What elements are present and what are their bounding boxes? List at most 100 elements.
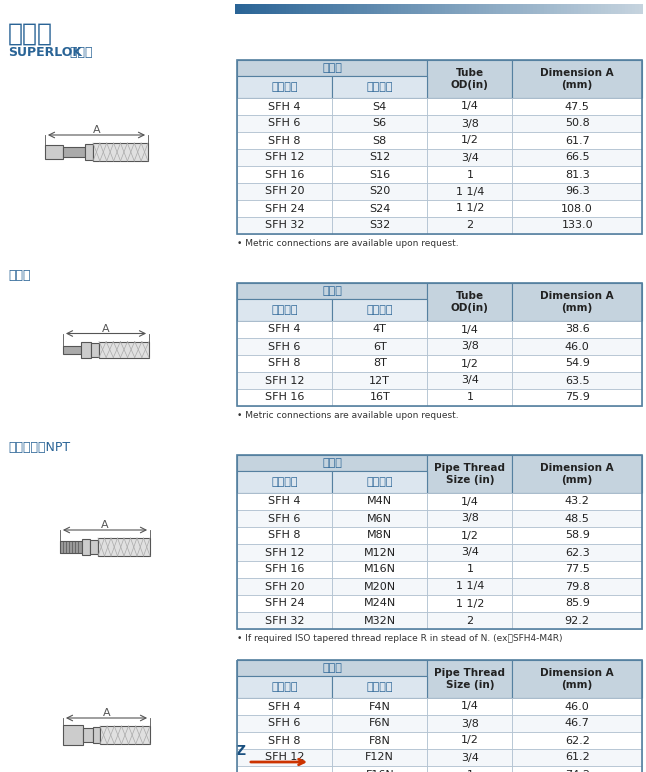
Text: SFH 8: SFH 8 bbox=[268, 530, 301, 540]
Bar bbox=[381, 4, 385, 14]
Bar bbox=[512, 338, 642, 355]
Bar bbox=[415, 4, 419, 14]
Bar bbox=[83, 728, 93, 742]
Text: 61.7: 61.7 bbox=[565, 136, 590, 145]
Bar bbox=[252, 4, 256, 14]
Bar bbox=[512, 455, 642, 493]
Bar bbox=[445, 4, 449, 14]
Bar bbox=[320, 4, 324, 14]
Bar bbox=[237, 732, 332, 749]
Bar bbox=[615, 4, 619, 14]
Text: 8T: 8T bbox=[373, 358, 387, 368]
Bar bbox=[333, 4, 337, 14]
Bar bbox=[237, 612, 332, 629]
Bar bbox=[60, 541, 82, 553]
Bar bbox=[100, 726, 150, 744]
Bar bbox=[332, 561, 428, 578]
Text: 4T: 4T bbox=[373, 324, 387, 334]
Text: • If required ISO tapered thread replace R in stead of N. (ex：SFH4-M4R): • If required ISO tapered thread replace… bbox=[237, 634, 563, 643]
Bar bbox=[608, 4, 612, 14]
Bar bbox=[428, 4, 432, 14]
Bar bbox=[466, 4, 470, 14]
Bar bbox=[428, 389, 512, 406]
Bar bbox=[428, 595, 512, 612]
Text: A: A bbox=[103, 708, 110, 718]
Bar bbox=[567, 4, 571, 14]
Bar bbox=[486, 4, 490, 14]
Bar bbox=[512, 749, 642, 766]
Bar bbox=[442, 4, 446, 14]
Bar bbox=[472, 4, 476, 14]
Bar bbox=[332, 98, 428, 115]
Text: 接口方式: 接口方式 bbox=[366, 682, 393, 692]
Bar bbox=[332, 732, 428, 749]
Bar bbox=[479, 4, 483, 14]
Bar bbox=[242, 4, 245, 14]
Bar bbox=[625, 4, 629, 14]
Bar bbox=[327, 4, 331, 14]
Bar bbox=[237, 455, 642, 629]
Bar bbox=[237, 676, 332, 698]
Text: 6T: 6T bbox=[373, 341, 387, 351]
Bar bbox=[550, 4, 554, 14]
Text: 1/4: 1/4 bbox=[461, 702, 479, 712]
Bar bbox=[512, 732, 642, 749]
Text: M12N: M12N bbox=[364, 547, 396, 557]
Text: 接口方式: 接口方式 bbox=[366, 477, 393, 487]
Bar bbox=[455, 4, 459, 14]
Bar bbox=[428, 715, 512, 732]
Text: 43.2: 43.2 bbox=[565, 496, 590, 506]
Bar bbox=[432, 4, 435, 14]
Bar bbox=[517, 4, 521, 14]
Text: 1/4: 1/4 bbox=[461, 496, 479, 506]
Bar bbox=[249, 4, 253, 14]
Text: M4N: M4N bbox=[367, 496, 392, 506]
Bar bbox=[237, 372, 332, 389]
Bar bbox=[585, 4, 589, 14]
Text: SFH 6: SFH 6 bbox=[268, 341, 301, 351]
Bar bbox=[237, 561, 332, 578]
Bar bbox=[618, 4, 622, 14]
Bar bbox=[428, 166, 512, 183]
Bar bbox=[512, 217, 642, 234]
Bar bbox=[317, 4, 320, 14]
Bar bbox=[612, 4, 616, 14]
Bar bbox=[428, 660, 512, 698]
Text: 3/4: 3/4 bbox=[461, 753, 479, 763]
Bar bbox=[237, 389, 332, 406]
Text: SFH 8: SFH 8 bbox=[268, 736, 301, 746]
Bar bbox=[428, 612, 512, 629]
Text: Dimension A
(mm): Dimension A (mm) bbox=[541, 291, 614, 313]
Text: 38.6: 38.6 bbox=[565, 324, 590, 334]
Bar bbox=[578, 4, 581, 14]
Bar bbox=[282, 4, 286, 14]
Bar bbox=[540, 4, 544, 14]
Text: 订单号: 订单号 bbox=[322, 458, 342, 468]
Text: SFH 6: SFH 6 bbox=[268, 719, 301, 729]
Text: SFH 6: SFH 6 bbox=[268, 118, 301, 128]
Bar bbox=[496, 4, 500, 14]
Text: 1 1/4: 1 1/4 bbox=[455, 581, 484, 591]
Text: 软管系列: 软管系列 bbox=[271, 82, 298, 92]
Bar bbox=[360, 4, 364, 14]
Bar bbox=[512, 698, 642, 715]
Bar bbox=[332, 389, 428, 406]
Bar bbox=[93, 143, 148, 161]
Bar bbox=[506, 4, 510, 14]
Text: SFH 4: SFH 4 bbox=[268, 496, 301, 506]
Text: SFH 12: SFH 12 bbox=[265, 547, 304, 557]
Bar bbox=[428, 749, 512, 766]
Bar bbox=[512, 115, 642, 132]
Bar bbox=[237, 595, 332, 612]
Bar bbox=[571, 4, 575, 14]
Bar bbox=[588, 4, 592, 14]
Bar bbox=[512, 372, 642, 389]
Bar bbox=[374, 4, 378, 14]
Bar bbox=[512, 561, 642, 578]
Bar bbox=[259, 4, 263, 14]
Text: 92.2: 92.2 bbox=[565, 615, 590, 625]
Bar bbox=[512, 149, 642, 166]
Text: 61.2: 61.2 bbox=[565, 753, 590, 763]
Text: S6: S6 bbox=[373, 118, 387, 128]
Text: 1 1/4: 1 1/4 bbox=[455, 187, 484, 197]
